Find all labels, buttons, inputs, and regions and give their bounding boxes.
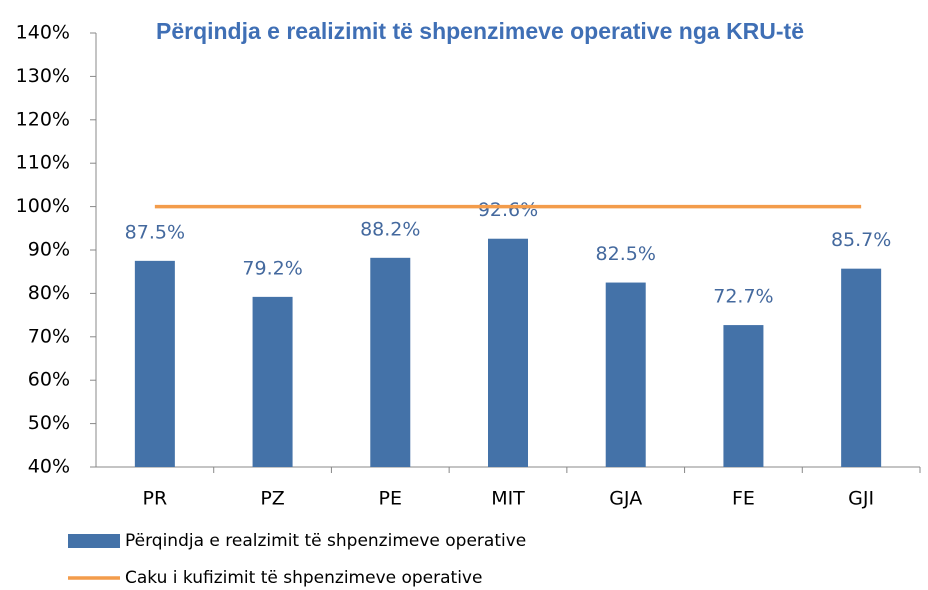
x-tick-label: PZ	[260, 488, 284, 510]
legend-label: Përqindja e realzimit të shpenzimeve ope…	[125, 531, 526, 551]
x-tick-label: PR	[143, 488, 168, 510]
y-tick-label: 90%	[28, 239, 70, 261]
data-label: 87.5%	[125, 221, 185, 243]
data-label: 85.7%	[831, 229, 891, 251]
y-tick-label: 80%	[28, 282, 70, 304]
chart-title: Përqindja e realizimit të shpenzimeve op…	[155, 18, 805, 44]
bar	[134, 260, 175, 467]
legend-swatch	[68, 534, 120, 548]
y-tick-label: 60%	[28, 369, 70, 391]
y-tick-label: 130%	[16, 65, 70, 87]
y-tick-label: 120%	[16, 108, 70, 130]
x-tick-label: PE	[379, 488, 402, 510]
y-tick-label: 40%	[28, 456, 70, 478]
x-tick-label: GJA	[609, 488, 642, 510]
bar	[605, 282, 646, 467]
bar	[488, 238, 528, 467]
data-label: 72.7%	[713, 286, 773, 308]
bar	[370, 257, 411, 467]
y-tick-label: 110%	[16, 152, 70, 174]
y-tick-label: 140%	[16, 22, 70, 44]
x-tick-label: GJI	[848, 488, 874, 510]
y-tick-label: 70%	[28, 325, 70, 347]
x-tick-label: FE	[732, 488, 755, 510]
y-tick-label: 100%	[16, 195, 70, 217]
data-label: 92.6%	[478, 199, 538, 221]
legend-label: Caku i kufizimit të shpenzimeve operativ…	[125, 568, 482, 588]
bar	[841, 268, 882, 467]
data-label: 88.2%	[360, 218, 420, 240]
bar	[252, 296, 293, 467]
data-label: 79.2%	[242, 257, 302, 279]
data-label: 82.5%	[596, 243, 656, 265]
y-tick-label: 50%	[28, 412, 70, 434]
bar	[723, 325, 764, 467]
x-tick-label: MIT	[491, 488, 525, 510]
